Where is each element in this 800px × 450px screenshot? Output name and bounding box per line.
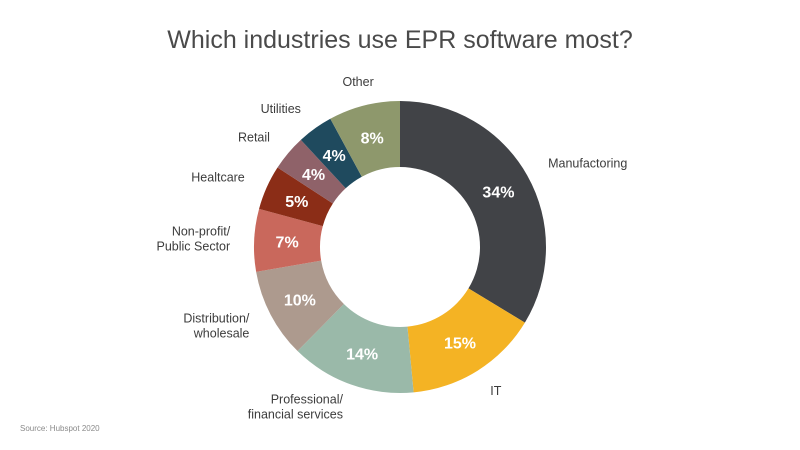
donut-slice <box>277 139 346 204</box>
slice-value-label: 34% <box>482 185 514 202</box>
donut-slice <box>330 101 400 177</box>
donut-slice <box>407 288 525 393</box>
slice-value-label: 4% <box>323 148 346 165</box>
donut-slice <box>300 118 362 189</box>
slice-category-label: Professional/financial services <box>248 393 344 422</box>
chart-title: Which industries use EPR software most? <box>167 26 633 54</box>
donut-slice <box>400 101 546 323</box>
slice-category-label: Manufactoring <box>548 157 627 171</box>
slice-value-label: 15% <box>444 336 476 353</box>
slice-category-label: Distribution/wholesale <box>183 311 250 340</box>
slice-category-label: Healtcare <box>191 171 245 185</box>
donut-slice <box>254 208 323 272</box>
slice-value-label: 5% <box>285 194 308 211</box>
slice-value-label: 7% <box>276 235 299 252</box>
donut-slice <box>259 167 333 227</box>
slice-value-label: 10% <box>284 292 316 309</box>
donut-slice <box>256 260 344 352</box>
slice-value-label: 14% <box>346 346 378 363</box>
slice-category-label: Other <box>342 75 373 89</box>
slice-category-label: Non-profit/Public Sector <box>157 225 231 254</box>
source-note: Source: Hubspot 2020 <box>20 424 100 433</box>
slice-value-label: 4% <box>302 167 325 184</box>
slice-value-label: 8% <box>361 130 384 147</box>
donut-slice <box>297 304 414 393</box>
slice-category-label: Retail <box>238 131 270 145</box>
slice-category-label: IT <box>490 384 501 398</box>
slice-category-label: Utilities <box>261 102 301 116</box>
